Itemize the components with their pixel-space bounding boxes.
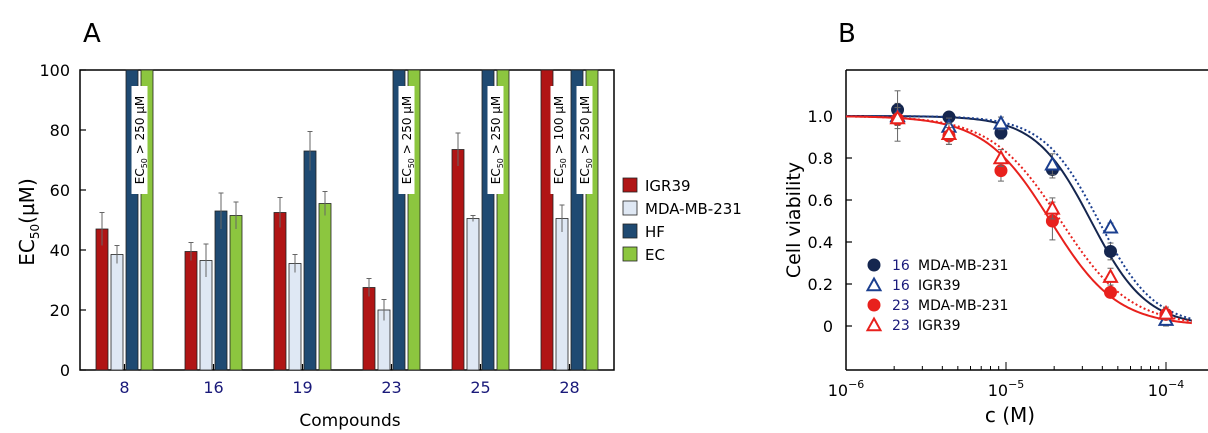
annotation-background bbox=[576, 86, 593, 194]
legend-compound: 16 bbox=[892, 258, 910, 274]
legend-compound: 23 bbox=[892, 298, 910, 314]
legend-compound: 16 bbox=[892, 278, 910, 294]
fit-curve-dotted bbox=[845, 115, 1192, 323]
annotation-background bbox=[131, 86, 148, 194]
bar bbox=[555, 218, 569, 371]
bar bbox=[540, 69, 554, 371]
legend-label: IGR39 bbox=[918, 318, 961, 334]
data-point-triangle bbox=[1044, 155, 1061, 171]
bar bbox=[303, 150, 317, 371]
x-tick-label: 28 bbox=[559, 378, 579, 397]
legend-label: HF bbox=[645, 223, 665, 241]
data-point-triangle bbox=[992, 149, 1010, 165]
data-point-triangle bbox=[1102, 218, 1119, 234]
legend-swatch bbox=[622, 177, 638, 193]
annotation-ec50: EC50 > 250 µM bbox=[578, 96, 594, 185]
bar bbox=[110, 254, 124, 371]
annotation-ec50: EC50 > 250 µM bbox=[489, 96, 505, 185]
panel-a-legend: IGR39 MDA-MB-231 HF EC bbox=[622, 177, 742, 264]
y-tick-label: 0.2 bbox=[808, 275, 833, 294]
data-point-circle bbox=[1104, 285, 1118, 299]
x-tick-label: 10−5 bbox=[988, 378, 1025, 400]
panel-b-x-axis-label: c (M) bbox=[985, 403, 1035, 427]
y-tick-label: 0.8 bbox=[808, 149, 833, 168]
legend-marker-circle bbox=[867, 298, 881, 312]
fit-curve-dotted bbox=[845, 115, 1193, 320]
annotation-ec50: EC50 > 250 µM bbox=[400, 96, 416, 185]
y-tick-label: 0.6 bbox=[808, 191, 833, 210]
fit-curve-solid bbox=[846, 115, 1193, 322]
x-tick-label: 10−4 bbox=[1148, 378, 1185, 400]
bar bbox=[318, 203, 332, 371]
legend-label: EC bbox=[645, 246, 665, 264]
bar bbox=[273, 212, 287, 371]
legend-marker-triangle bbox=[865, 316, 883, 332]
annotation-background bbox=[487, 86, 504, 194]
legend-compound: 23 bbox=[892, 318, 910, 334]
y-tick-label: 1.0 bbox=[808, 107, 833, 126]
y-tick-label: 100 bbox=[39, 61, 70, 80]
legend-label: MDA-MB-231 bbox=[918, 298, 1008, 314]
data-point-triangle bbox=[940, 125, 958, 141]
panel-a-label: A bbox=[83, 19, 101, 49]
legend-marker-circle bbox=[867, 258, 881, 272]
plot-frame bbox=[79, 69, 615, 371]
legend-swatch bbox=[622, 246, 638, 262]
x-tick-label: 8 bbox=[119, 378, 129, 397]
panel-a-x-axis-label: Compounds bbox=[299, 411, 400, 431]
legend-label: MDA-MB-231 bbox=[645, 200, 742, 218]
bar bbox=[184, 251, 198, 371]
y-tick-label: 0 bbox=[60, 361, 70, 380]
bar bbox=[362, 287, 376, 371]
data-point-triangle bbox=[1102, 268, 1119, 283]
y-tick-label: 0.4 bbox=[808, 233, 833, 252]
legend-label: IGR39 bbox=[918, 278, 961, 294]
y-tick-label: 40 bbox=[50, 241, 70, 260]
bar bbox=[95, 228, 109, 371]
panel-b-label: B bbox=[838, 19, 856, 49]
legend-swatch bbox=[622, 200, 638, 216]
bar bbox=[288, 263, 302, 371]
annotation-background bbox=[398, 86, 415, 194]
y-tick-label: 80 bbox=[50, 121, 70, 140]
panel-b-y-axis-label: Cell viability bbox=[783, 162, 805, 278]
x-tick-label: 10−6 bbox=[828, 378, 865, 400]
annotation-ec50: EC50 > 100 µM bbox=[552, 96, 568, 185]
y-tick-label: 60 bbox=[50, 181, 70, 200]
x-tick-label: 25 bbox=[470, 378, 490, 397]
x-tick-label: 23 bbox=[381, 378, 401, 397]
panel-b-legend: 16 MDA-MB-231 16 IGR39 23 MDA-MB-231 23 IGR39 bbox=[865, 258, 1008, 334]
data-point-circle bbox=[1104, 244, 1118, 258]
legend-marker-triangle bbox=[865, 276, 883, 292]
x-tick-label: 16 bbox=[203, 378, 223, 397]
x-tick-label: 19 bbox=[292, 378, 312, 397]
bar bbox=[214, 210, 228, 371]
y-tick-label: 0 bbox=[823, 317, 833, 336]
panel-b-plot-area: 0 0.2 0.4 0.6 0.8 1.0 10−6 10−5 10−4 bbox=[808, 69, 1208, 400]
data-point-triangle bbox=[1044, 199, 1061, 215]
legend-label: IGR39 bbox=[645, 177, 691, 195]
bar bbox=[451, 149, 465, 371]
legend-label: MDA-MB-231 bbox=[918, 258, 1008, 274]
y-tick-label: 20 bbox=[50, 301, 70, 320]
data-point-triangle bbox=[992, 114, 1010, 130]
legend-swatch bbox=[622, 223, 638, 239]
panel-b: B 0 0.2 0.4 0.6 0.8 1.0 10−6 10−5 10−4 c (M) Cel… bbox=[783, 19, 1208, 427]
bar bbox=[466, 218, 480, 371]
panel-a: A 0 20 40 60 80 100 8 16 19 23 25 28 EC50 > 250 µM EC… bbox=[15, 19, 742, 431]
annotation-ec50: EC50 > 250 µM bbox=[133, 96, 149, 185]
panel-a-y-axis-label: EC50(µM) bbox=[15, 178, 42, 265]
data-point-triangle bbox=[1157, 304, 1175, 320]
annotation-background bbox=[550, 86, 567, 194]
data-point-triangle bbox=[889, 109, 906, 125]
panel-a-plot-area: 0 20 40 60 80 100 8 16 19 23 25 28 EC50 > 250 µM EC50… bbox=[39, 61, 615, 397]
bar bbox=[229, 215, 243, 371]
